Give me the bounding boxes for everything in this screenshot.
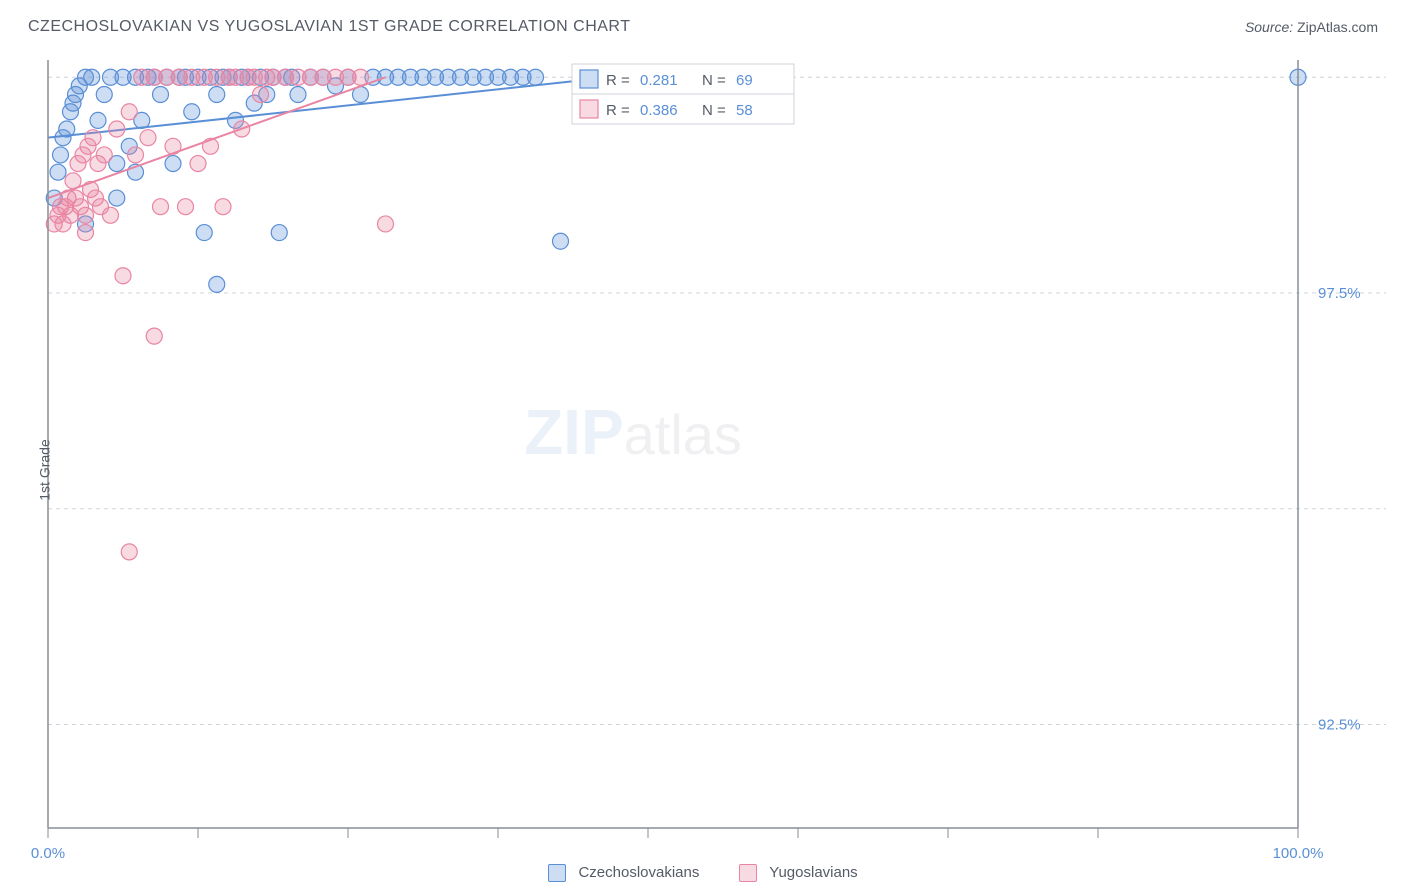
legend-n-label: N = — [702, 72, 726, 89]
legend-n-label: N = — [702, 102, 726, 119]
legend-swatch-icon — [580, 70, 598, 88]
legend-item-czech: Czechoslovakians — [548, 864, 699, 882]
scatter-point — [96, 147, 112, 163]
correlation-chart: 92.5% 97.5% ZIPatlas 0.0% 100.0% R = 0.281 N =… — [0, 48, 1406, 880]
scatter-point — [290, 87, 306, 103]
series-legend: Czechoslovakians Yugoslavians — [0, 864, 1406, 882]
legend-r-value: 0.386 — [640, 102, 678, 119]
y-axis-label: 1st Grade — [37, 439, 53, 500]
chart-title: CZECHOSLOVAKIAN VS YUGOSLAVIAN 1ST GRADE… — [28, 18, 630, 36]
scatter-point — [84, 69, 100, 85]
scatter-point — [153, 199, 169, 215]
legend-label: Yugoslavians — [769, 864, 857, 881]
svg-text:92.5%: 92.5% — [1318, 716, 1361, 733]
scatter-point — [96, 87, 112, 103]
scatter-point — [78, 207, 94, 223]
scatter-point — [121, 544, 137, 560]
legend-swatch-icon — [580, 100, 598, 118]
scatter-point — [184, 104, 200, 120]
scatter-point — [103, 207, 119, 223]
svg-text:ZIPatlas: ZIPatlas — [524, 396, 742, 468]
scatter-point — [353, 69, 369, 85]
scatter-point — [215, 199, 231, 215]
source-attribution: Source: ZipAtlas.com — [1245, 19, 1378, 35]
scatter-point — [378, 216, 394, 232]
scatter-point — [90, 112, 106, 128]
scatter-point — [78, 225, 94, 241]
legend-n-value: 69 — [736, 72, 753, 89]
scatter-point — [121, 104, 137, 120]
legend-swatch-icon — [548, 864, 566, 882]
scatter-point — [50, 164, 66, 180]
scatter-point — [153, 87, 169, 103]
scatter-point — [528, 69, 544, 85]
legend-r-value: 0.281 — [640, 72, 678, 89]
svg-text:0.0%: 0.0% — [31, 845, 65, 862]
scatter-point — [53, 147, 69, 163]
svg-text:97.5%: 97.5% — [1318, 285, 1361, 302]
scatter-point — [146, 328, 162, 344]
legend-label: Czechoslovakians — [578, 864, 699, 881]
scatter-point — [85, 130, 101, 146]
legend-swatch-icon — [739, 864, 757, 882]
scatter-point — [209, 87, 225, 103]
scatter-point — [190, 156, 206, 172]
source-value: ZipAtlas.com — [1297, 19, 1378, 35]
legend-item-yugo: Yugoslavians — [739, 864, 857, 882]
source-label: Source: — [1245, 19, 1293, 35]
legend-r-label: R = — [606, 72, 630, 89]
scatter-point — [140, 130, 156, 146]
scatter-point — [165, 156, 181, 172]
scatter-point — [553, 233, 569, 249]
scatter-point — [209, 276, 225, 292]
scatter-point — [109, 121, 125, 137]
scatter-point — [128, 147, 144, 163]
scatter-point — [271, 225, 287, 241]
scatter-point — [109, 190, 125, 206]
svg-text:100.0%: 100.0% — [1273, 845, 1324, 862]
legend-n-value: 58 — [736, 102, 753, 119]
scatter-point — [178, 199, 194, 215]
scatter-point — [196, 225, 212, 241]
legend-r-label: R = — [606, 102, 630, 119]
scatter-point — [115, 268, 131, 284]
scatter-point — [253, 87, 269, 103]
